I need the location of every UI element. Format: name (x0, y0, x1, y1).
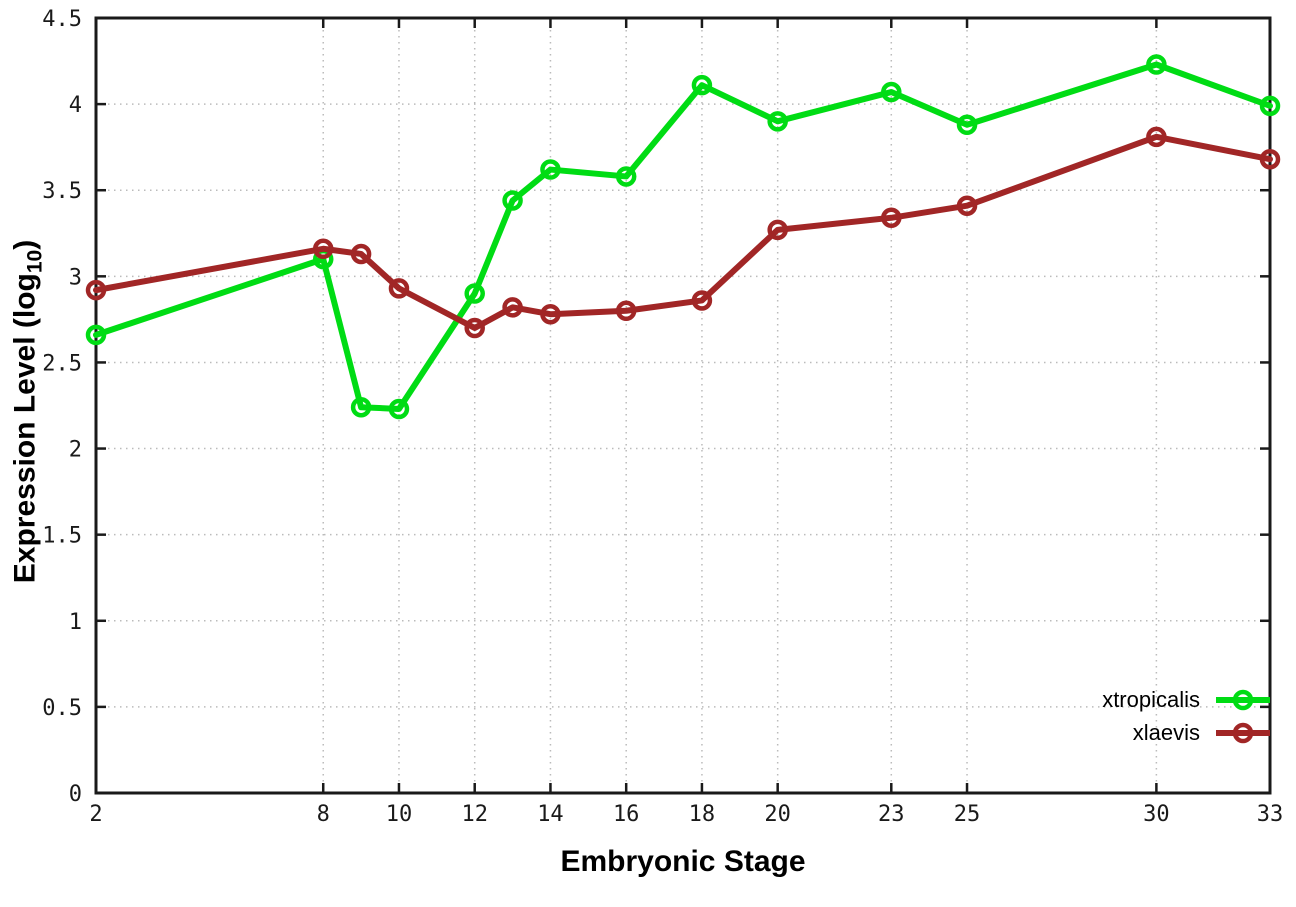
svg-text:3: 3 (69, 265, 82, 290)
legend-label: xtropicalis (1102, 686, 1200, 712)
svg-text:4: 4 (69, 93, 82, 118)
svg-text:2: 2 (69, 438, 82, 463)
svg-text:1: 1 (69, 610, 82, 635)
svg-text:16: 16 (613, 802, 640, 827)
x-axis-title: Embryonic Stage (560, 845, 806, 878)
y-axis-title: Expression Level (log10) (8, 239, 47, 584)
legend-line-sample-icon (1216, 689, 1270, 710)
legend-line-sample-icon (1216, 722, 1270, 743)
svg-text:33: 33 (1257, 802, 1284, 827)
svg-text:0: 0 (69, 782, 82, 807)
svg-text:0.5: 0.5 (42, 696, 82, 721)
legend: xtropicalis xlaevis (1102, 684, 1272, 748)
legend-item-xtropicalis: xtropicalis (1102, 684, 1272, 715)
svg-text:25: 25 (954, 802, 981, 827)
legend-item-xlaevis: xlaevis (1102, 717, 1272, 748)
svg-text:18: 18 (689, 802, 716, 827)
svg-text:4.5: 4.5 (42, 7, 82, 32)
svg-text:10: 10 (386, 802, 413, 827)
svg-text:2: 2 (89, 802, 102, 827)
legend-label: xlaevis (1132, 719, 1200, 745)
svg-text:23: 23 (878, 802, 905, 827)
svg-text:8: 8 (317, 802, 330, 827)
svg-text:14: 14 (537, 802, 564, 827)
svg-text:2.5: 2.5 (42, 351, 82, 376)
svg-text:20: 20 (764, 802, 791, 827)
svg-text:12: 12 (461, 802, 488, 827)
svg-text:30: 30 (1143, 802, 1170, 827)
svg-text:3.5: 3.5 (42, 179, 82, 204)
svg-text:1.5: 1.5 (42, 524, 82, 549)
